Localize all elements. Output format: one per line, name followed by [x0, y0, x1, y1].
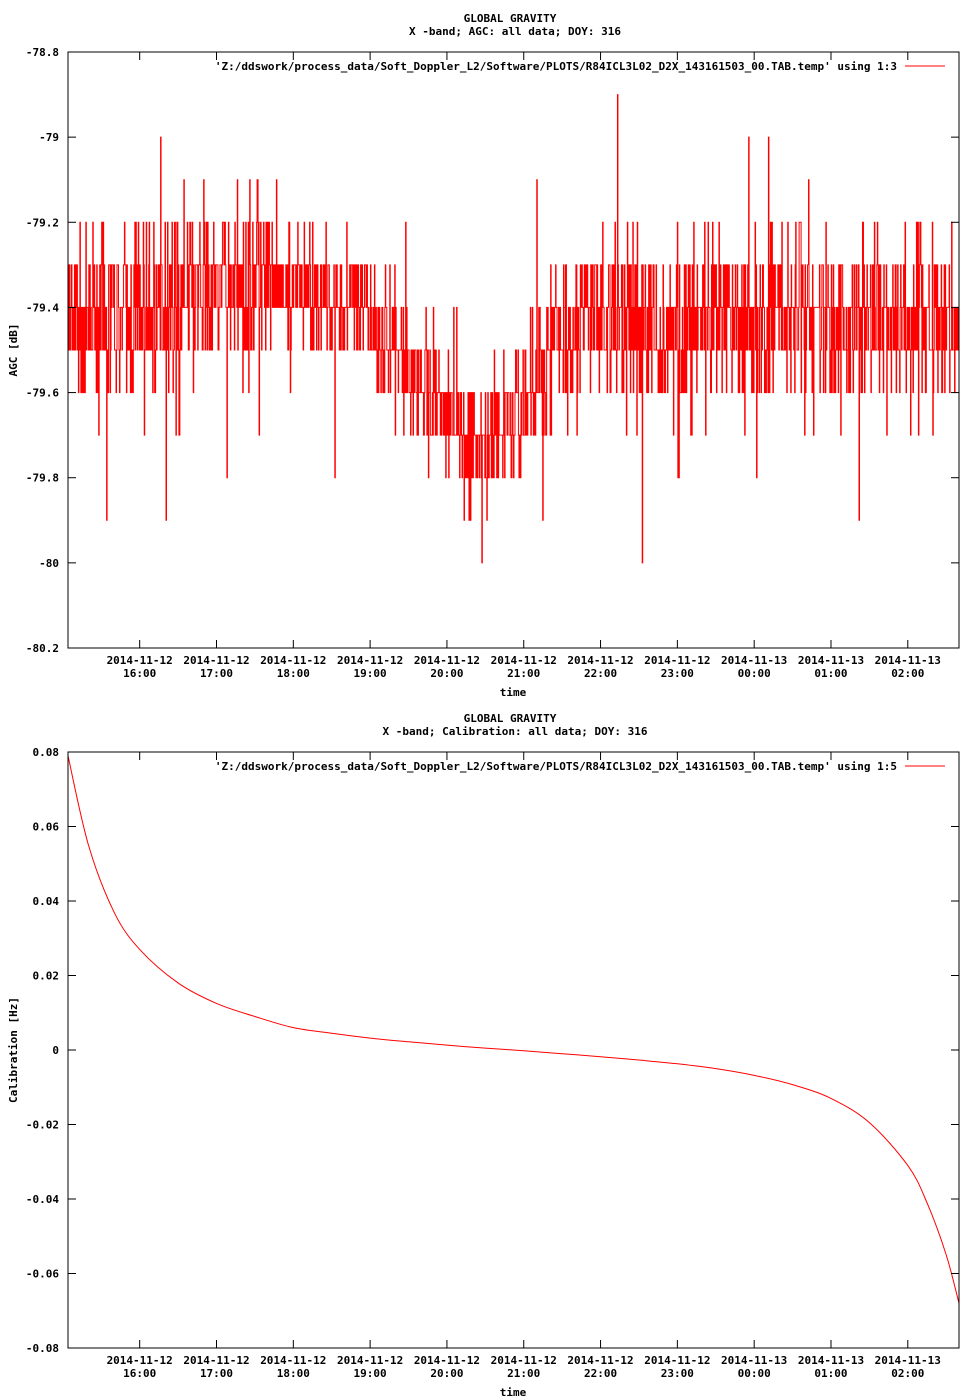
x-tick-label: 2014-11-12 22:00	[567, 654, 633, 680]
chart-title: GLOBAL GRAVITY	[464, 712, 557, 725]
x-tick-label: 2014-11-13 00:00	[721, 1354, 787, 1380]
x-tick-label: 2014-11-12 16:00	[107, 1354, 173, 1380]
chart-subtitle: X -band; Calibration: all data; DOY: 316	[383, 725, 648, 738]
y-tick-label: 0.08	[33, 746, 60, 759]
x-tick-label: 2014-11-12 20:00	[414, 654, 480, 680]
x-axis-ticks: 2014-11-12 16:00 2014-11-12 17:00 2014-11-12…	[107, 752, 941, 1380]
y-tick-label: -79.8	[26, 472, 59, 485]
y-tick-label: -0.06	[26, 1268, 59, 1281]
x-tick-label: 2014-11-12 19:00	[337, 1354, 403, 1380]
x-tick-label: 2014-11-12 18:00	[260, 654, 326, 680]
x-tick-label: 2014-11-12 22:00	[567, 1354, 633, 1380]
chart-subtitle: X -band; AGC: all data; DOY: 316	[409, 25, 621, 38]
y-tick-label: -80.2	[26, 642, 59, 655]
y-tick-label: -79.2	[26, 216, 59, 229]
x-tick-label: 2014-11-12 17:00	[183, 654, 249, 680]
x-tick-label: 2014-11-12 18:00	[260, 1354, 326, 1380]
legend-label: 'Z:/ddswork/process_data/Soft_Doppler_L2…	[215, 760, 897, 773]
y-tick-label: -0.02	[26, 1119, 59, 1132]
x-axis-label: time	[500, 1386, 527, 1399]
y-tick-label: 0.06	[33, 821, 60, 834]
x-tick-label: 2014-11-12 21:00	[491, 1354, 557, 1380]
y-axis-ticks: -78.8 -79 -79.2 -79.4 -79.6 -79.8 -80 -80.2	[26, 46, 959, 655]
x-tick-label: 2014-11-12 21:00	[491, 654, 557, 680]
data-line-agc	[68, 94, 960, 564]
y-axis-label: AGC [dB]	[7, 324, 20, 377]
legend-label: 'Z:/ddswork/process_data/Soft_Doppler_L2…	[215, 60, 897, 73]
y-tick-label: 0	[52, 1044, 59, 1057]
x-tick-label: 2014-11-12 19:00	[337, 654, 403, 680]
data-line-calibration	[67, 755, 960, 1304]
y-axis-label: Calibration [Hz]	[7, 997, 20, 1103]
x-tick-label: 2014-11-12 17:00	[183, 1354, 249, 1380]
x-tick-label: 2014-11-12 23:00	[644, 654, 710, 680]
agc-chart: GLOBAL GRAVITY X -band; AGC: all data; D…	[7, 12, 960, 699]
y-tick-label: -78.8	[26, 46, 59, 59]
x-tick-label: 2014-11-13 02:00	[875, 1354, 941, 1380]
y-tick-label: 0.02	[33, 970, 60, 983]
y-axis-ticks: 0.08 0.06 0.04 0.02 0 -0.02 -0.04 -0.06 -0.08	[26, 746, 959, 1355]
plot-frame	[67, 51, 960, 649]
x-tick-label: 2014-11-13 00:00	[721, 654, 787, 680]
calibration-chart: GLOBAL GRAVITY X -band; Calibration: all…	[7, 712, 960, 1399]
x-tick-label: 2014-11-13 01:00	[798, 1354, 864, 1380]
x-axis-label: time	[500, 686, 527, 699]
y-tick-label: -79.6	[26, 387, 59, 400]
y-tick-label: 0.04	[33, 895, 60, 908]
x-tick-label: 2014-11-13 02:00	[875, 654, 941, 680]
x-axis-ticks: 2014-11-12 16:00 2014-11-12 17:00 2014-11-12…	[107, 52, 941, 680]
y-tick-label: -79.4	[26, 301, 59, 314]
y-tick-label: -0.08	[26, 1342, 59, 1355]
x-tick-label: 2014-11-12 16:00	[107, 654, 173, 680]
x-tick-label: 2014-11-13 01:00	[798, 654, 864, 680]
y-tick-label: -80	[39, 557, 59, 570]
x-tick-label: 2014-11-12 20:00	[414, 1354, 480, 1380]
y-tick-label: -79	[39, 131, 59, 144]
y-tick-label: -0.04	[26, 1193, 59, 1206]
x-tick-label: 2014-11-12 23:00	[644, 1354, 710, 1380]
chart-title: GLOBAL GRAVITY	[464, 12, 557, 25]
